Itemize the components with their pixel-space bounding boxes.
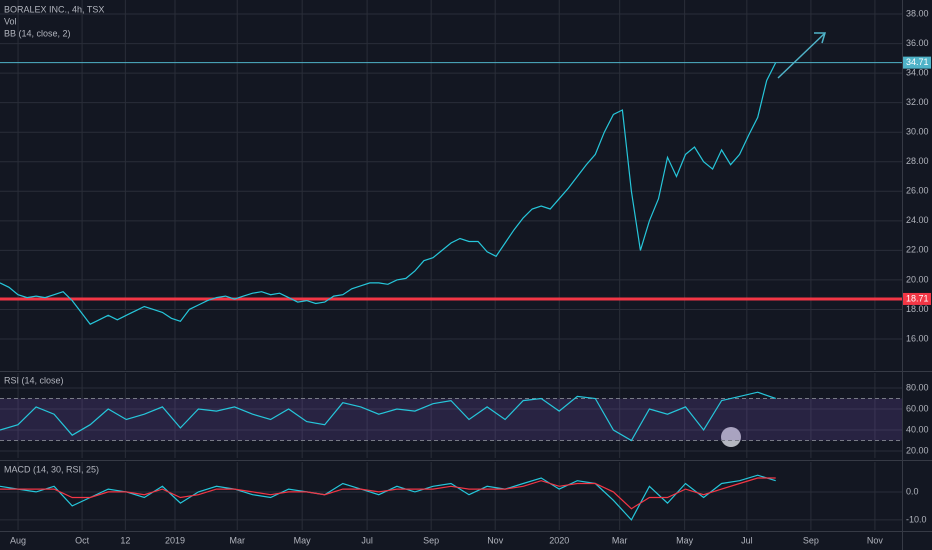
x-tick-label: Oct [75, 535, 90, 545]
y-tick-label: 32.00 [906, 97, 929, 107]
x-tick-label: Mar [229, 535, 245, 545]
price-label: 34.71 [906, 57, 929, 67]
chart-title: BORALEX INC., 4h, TSX [4, 4, 104, 14]
series-line [0, 62, 777, 325]
price-label: 18.71 [906, 293, 929, 303]
y-tick-label: 20.00 [906, 274, 929, 284]
arrow-head [814, 32, 827, 44]
x-tick-label: May [676, 535, 694, 545]
y-tick-label: 20.00 [906, 445, 929, 455]
pane-title: RSI (14, close) [4, 375, 64, 385]
y-tick-label: 16.00 [906, 333, 929, 343]
y-tick-label: 60.00 [906, 403, 929, 413]
y-tick-label: 30.00 [906, 127, 929, 137]
y-tick-label: 22.00 [906, 245, 929, 255]
pane-title: MACD (14, 30, RSI, 25) [4, 464, 99, 474]
grid [0, 0, 902, 530]
legend-text: BB (14, close, 2) [4, 28, 71, 38]
arrow-annotation [777, 33, 825, 79]
series-line [0, 391, 776, 442]
y-tick-label: 26.00 [906, 186, 929, 196]
x-tick-label: Jul [361, 535, 373, 545]
x-tick-label: Mar [612, 535, 628, 545]
rsi-band [0, 398, 902, 441]
y-tick-label: 24.00 [906, 215, 929, 225]
y-tick-label: 34.00 [906, 67, 929, 77]
y-tick-label: 80.00 [906, 382, 929, 392]
y-tick-label: 28.00 [906, 156, 929, 166]
x-tick-label: Aug [10, 535, 26, 545]
series-line [0, 477, 776, 510]
x-tick-label: Sep [423, 535, 439, 545]
y-tick-label: 40.00 [906, 424, 929, 434]
y-tick-label: 0.0 [906, 486, 919, 496]
y-tick-label: 18.00 [906, 304, 929, 314]
y-tick-label: 38.00 [906, 8, 929, 18]
x-tick-label: Nov [487, 535, 504, 545]
highlight-circle [721, 427, 741, 447]
x-tick-label: 12 [120, 535, 130, 545]
x-tick-label: May [294, 535, 312, 545]
price-label-box [903, 56, 931, 69]
x-tick-label: Jul [741, 535, 753, 545]
legend-text: Vol [4, 16, 17, 26]
price-label-box [903, 292, 931, 305]
x-tick-label: 2019 [165, 535, 185, 545]
x-tick-label: Sep [803, 535, 819, 545]
x-tick-label: Nov [867, 535, 884, 545]
y-tick-label: -10.0 [906, 514, 927, 524]
x-tick-label: 2020 [549, 535, 569, 545]
y-tick-label: 36.00 [906, 38, 929, 48]
